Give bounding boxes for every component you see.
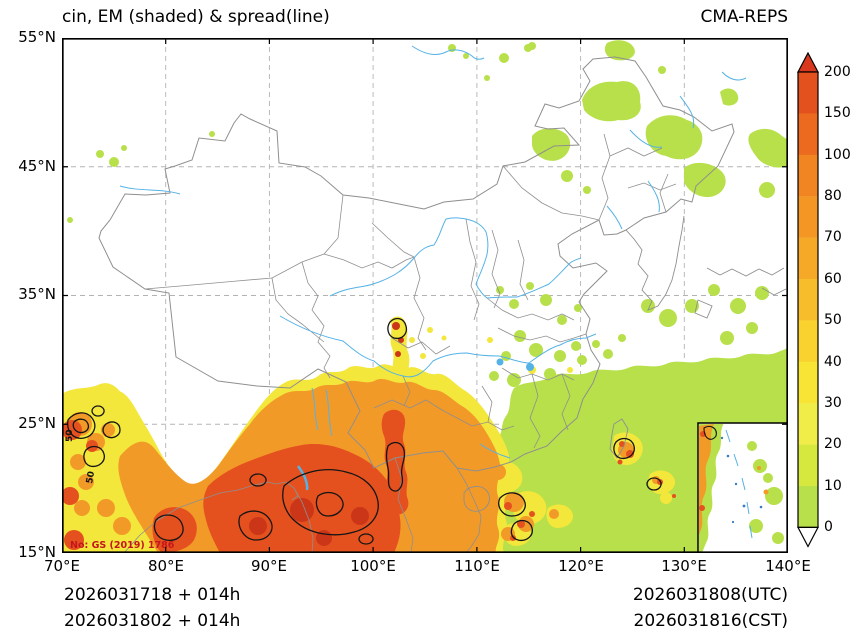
delta-river bbox=[296, 465, 309, 491]
colorbar-label: 40 bbox=[824, 353, 842, 370]
doc-number: No: GS (2019) 1786 bbox=[70, 540, 175, 551]
x-tick-label: 70°E bbox=[43, 557, 81, 575]
borders bbox=[98, 56, 787, 553]
southwest-rivers bbox=[119, 185, 511, 459]
cin-shading-darkred bbox=[249, 322, 404, 546]
colorbar-segment bbox=[798, 320, 818, 362]
y-tick-label: 25°N bbox=[18, 414, 56, 432]
colorbar-label: 100 bbox=[824, 146, 851, 163]
y-tick-label: 45°N bbox=[18, 157, 56, 175]
lakes bbox=[496, 358, 534, 371]
colorbar-segment bbox=[798, 113, 818, 155]
x-tick-label: 120°E bbox=[558, 557, 604, 575]
hainan-outline bbox=[463, 486, 490, 512]
y-tick-label: 55°N bbox=[18, 28, 56, 46]
colorbar-segment bbox=[798, 279, 818, 321]
x-tick-label: 130°E bbox=[661, 557, 707, 575]
yangtze-river bbox=[279, 315, 597, 378]
colorbar-arrow-top bbox=[797, 51, 819, 73]
china-national-border bbox=[98, 56, 735, 472]
colorbar-segments bbox=[798, 72, 818, 528]
x-tick-label: 80°E bbox=[147, 557, 185, 575]
rivers bbox=[119, 45, 747, 491]
valid-time-cst: 2026031816(CST) bbox=[633, 611, 788, 631]
yellow-hainan-blobs bbox=[489, 432, 676, 546]
map-svg: 50 50 bbox=[62, 38, 788, 553]
contour-label: 50 bbox=[65, 429, 75, 442]
colorbar-labels: 200 150 100 80 70 60 50 40 30 20 10 0 bbox=[824, 64, 858, 535]
korea-japan-coast bbox=[625, 215, 787, 319]
colorbar-label: 200 bbox=[824, 64, 851, 80]
map-area: 50 50 bbox=[62, 38, 788, 553]
x-tick-label: 100°E bbox=[350, 557, 396, 575]
colorbar-segment bbox=[798, 72, 818, 114]
x-tick-label: 90°E bbox=[250, 557, 288, 575]
colorbar-label: 20 bbox=[824, 436, 842, 453]
colorbar-label: 70 bbox=[824, 229, 842, 246]
y-tick-label: 15°N bbox=[18, 543, 56, 561]
south-asia-coast bbox=[123, 457, 719, 553]
colorbar-segment bbox=[798, 361, 818, 404]
y-tick-label: 35°N bbox=[18, 285, 56, 303]
x-tick-label: 110°E bbox=[454, 557, 500, 575]
colorbar-segment bbox=[798, 486, 818, 528]
x-tick-label: 140°E bbox=[765, 557, 811, 575]
colorbar-label: 150 bbox=[824, 105, 851, 122]
colorbar-segment bbox=[798, 237, 818, 280]
north-rivers bbox=[411, 45, 747, 230]
init-time-utc: 2026031718 + 014h bbox=[64, 585, 241, 605]
green-ne-blobs bbox=[532, 40, 788, 198]
colorbar-label: 10 bbox=[824, 477, 842, 494]
model-name: CMA-REPS bbox=[700, 7, 788, 27]
colorbar bbox=[796, 51, 820, 549]
valid-time-utc: 2026031808(UTC) bbox=[632, 585, 788, 605]
axis-ticks bbox=[62, 38, 788, 553]
colorbar-arrow-bottom bbox=[797, 526, 819, 548]
colorbar-label: 80 bbox=[824, 188, 842, 205]
colorbar-label: 50 bbox=[824, 312, 842, 329]
init-time-cst: 2026031802 + 014h bbox=[64, 611, 241, 631]
colorbar-label: 30 bbox=[824, 394, 842, 411]
taiwan-outline bbox=[609, 418, 629, 459]
colorbar-segment bbox=[798, 196, 818, 238]
plot-title: cin, EM (shaded) & spread(line) bbox=[62, 7, 330, 27]
colorbar-svg bbox=[797, 51, 819, 548]
spread-contours: 50 50 bbox=[65, 317, 662, 545]
colorbar-label: 60 bbox=[824, 270, 842, 287]
colorbar-segment bbox=[798, 403, 818, 445]
colorbar-segment bbox=[798, 154, 818, 197]
contour-label: 50 bbox=[85, 470, 97, 484]
red-streak bbox=[381, 409, 409, 515]
province-borders bbox=[144, 133, 677, 449]
plot-frame bbox=[62, 38, 788, 553]
colorbar-segment bbox=[798, 444, 818, 487]
colorbar-label: 0 bbox=[824, 518, 833, 535]
red-small-mass bbox=[152, 507, 197, 553]
yellow-river bbox=[329, 217, 582, 299]
inset-south-china-sea bbox=[697, 422, 788, 553]
